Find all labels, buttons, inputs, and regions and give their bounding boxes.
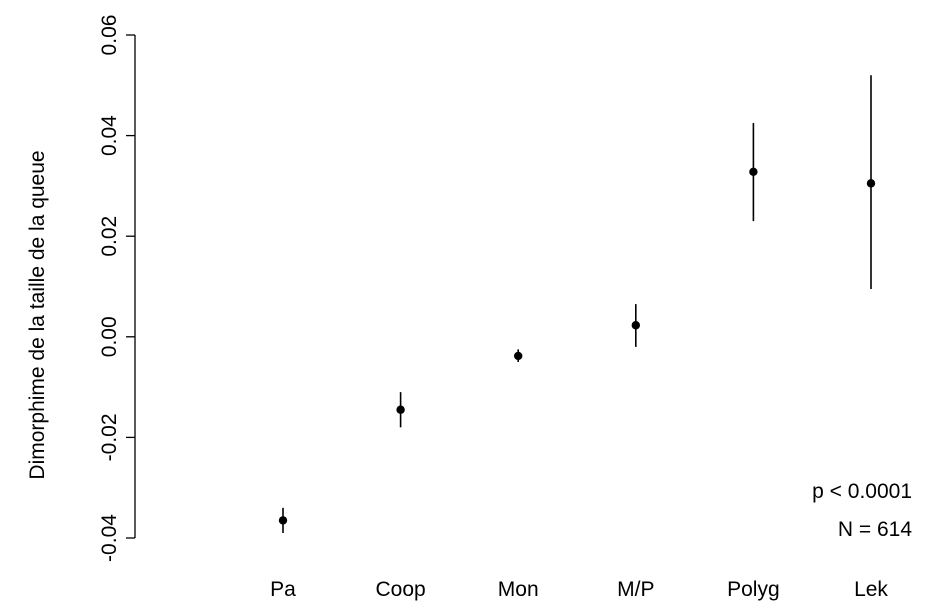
y-tick-label: -0.02: [98, 413, 121, 461]
x-category-label: Polyg: [727, 578, 780, 601]
y-tick-label: 0.00: [98, 316, 121, 357]
data-point: [514, 351, 523, 361]
y-tick-label: 0.04: [98, 115, 121, 156]
y-axis-title: Dimorphime de la taille de la queue: [26, 150, 49, 479]
y-tick-label: -0.04: [98, 514, 121, 562]
x-category-label: Mon: [498, 578, 539, 601]
data-point: [866, 179, 876, 188]
x-axis: Pa Coop Mon M/P Polyg Lek: [270, 578, 888, 601]
x-category-label: M/P: [617, 578, 654, 601]
x-category-label: Coop: [375, 578, 425, 601]
data-point: [396, 405, 405, 414]
data-point: [278, 516, 288, 525]
x-category-label: Lek: [854, 578, 888, 601]
data-point: [631, 321, 640, 330]
p-value-annotation: p < 0.0001: [812, 480, 912, 503]
y-axis: -0.04 -0.02 0.00 0.02 0.04 0.06: [98, 15, 136, 562]
y-tick-label: 0.02: [98, 216, 121, 257]
x-category-label: Pa: [270, 578, 296, 601]
plot-area: [278, 75, 876, 533]
sample-size-annotation: N = 614: [838, 518, 912, 541]
data-point: [749, 167, 758, 177]
y-tick-label: 0.06: [98, 15, 121, 56]
